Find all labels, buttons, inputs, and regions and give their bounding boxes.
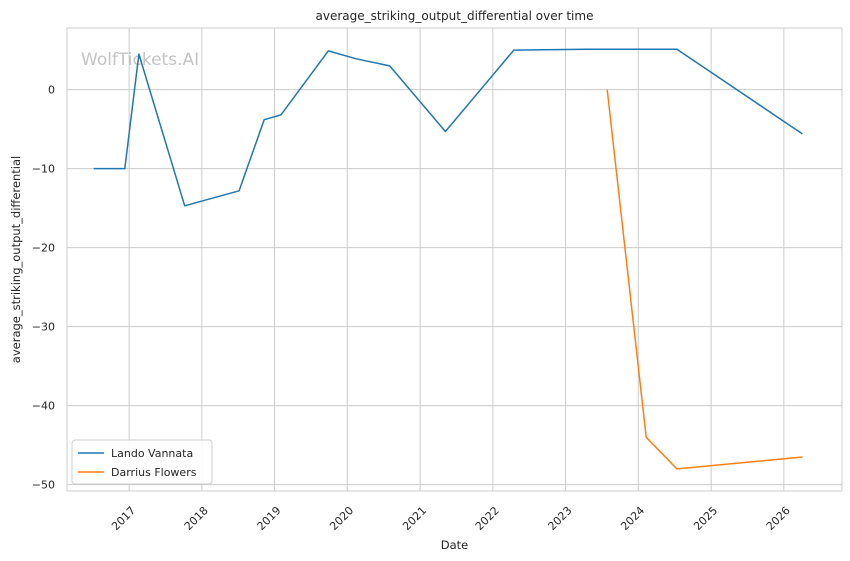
legend-items: Lando Vannata Darrius Flowers (78, 447, 197, 479)
legend-label: Darrius Flowers (111, 466, 197, 479)
series-line (606, 89, 803, 470)
x-axis-label: Date (441, 538, 469, 552)
plot-frame (66, 27, 843, 492)
chart-title: average_striking_output_differential ove… (316, 9, 594, 23)
y-axis-ticks: 0 −10 −20 −30 −40 −50 (32, 84, 55, 492)
legend-box (71, 439, 213, 485)
series-layer (93, 48, 803, 470)
y-tick-label: −40 (32, 400, 55, 413)
grid (67, 28, 842, 491)
legend-label: Lando Vannata (111, 447, 193, 460)
y-tick-label: −30 (32, 321, 55, 334)
y-tick-label: 0 (48, 84, 55, 97)
y-axis-label: average_striking_output_differential (9, 156, 23, 363)
legend: Lando Vannata Darrius Flowers (71, 439, 213, 485)
y-tick-label: −50 (32, 479, 55, 492)
series-line (93, 48, 803, 207)
y-tick-label: −20 (32, 242, 55, 255)
y-tick-label: −10 (32, 163, 55, 176)
